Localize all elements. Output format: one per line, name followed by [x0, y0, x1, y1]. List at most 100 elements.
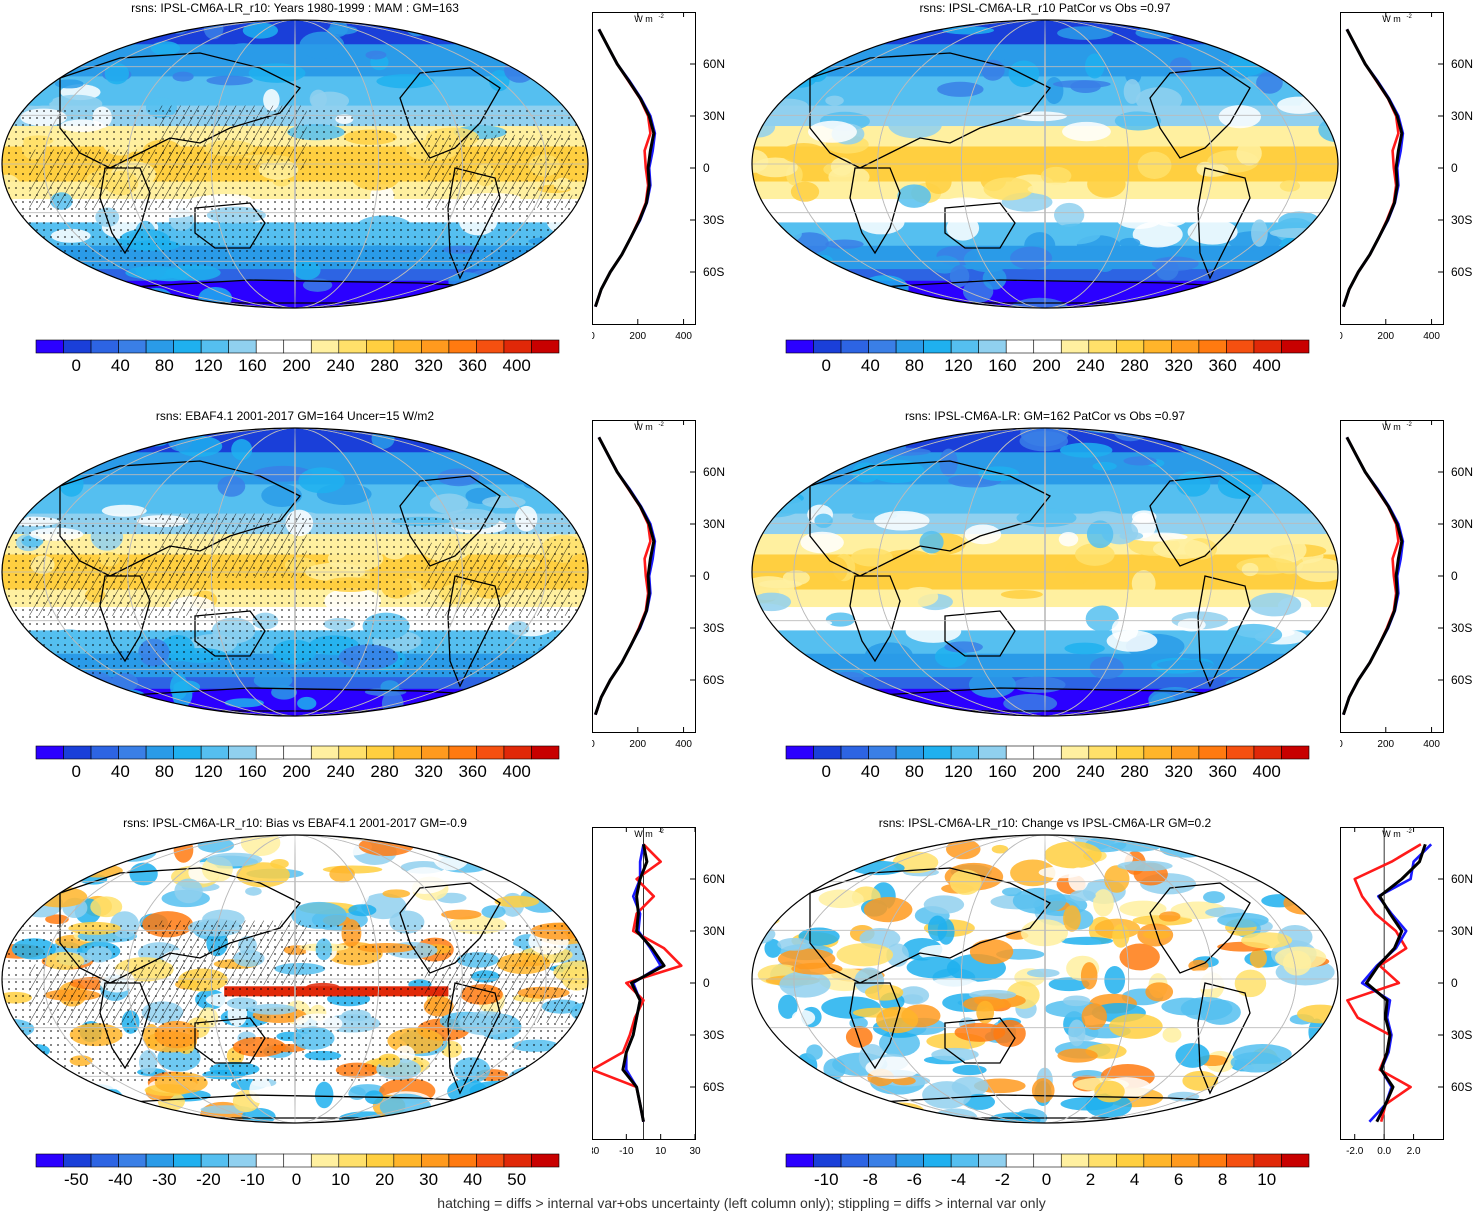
lat-tick-label: 60N — [1451, 57, 1473, 71]
field-blotch — [119, 835, 158, 846]
field-blotch — [1012, 676, 1066, 693]
field-blotch — [1094, 1080, 1125, 1103]
field-blotch — [922, 1081, 972, 1109]
colorbar-swatch — [1226, 1153, 1255, 1168]
field-blotch — [231, 439, 253, 461]
meridian-line — [1044, 20, 1046, 308]
field-blotch — [482, 496, 526, 509]
colorbar-swatch — [145, 745, 174, 760]
field-blotch — [755, 223, 802, 245]
field-blotch — [752, 1100, 795, 1120]
colorbar-swatch — [35, 745, 64, 760]
colorbar-swatch — [840, 339, 869, 354]
lat-tick-label: 60N — [703, 465, 725, 479]
field-blotch — [448, 272, 485, 292]
field-blotch — [758, 579, 802, 589]
field-blotch — [507, 273, 542, 300]
lat-tick-label: 0 — [703, 161, 710, 175]
field-blotch — [95, 841, 131, 863]
colorbar-tick-label: 80 — [904, 762, 924, 781]
zonal-series-line — [1365, 843, 1427, 1123]
zonal-mean-plot: 60N 30N 0 30S 60S 0 200 400 W m -2 — [592, 12, 725, 342]
field-blotch — [969, 939, 1014, 965]
colorbar-tick-label: 360 — [458, 762, 487, 781]
zonal-series-line — [593, 28, 656, 308]
field-blotch — [224, 698, 264, 708]
panel-title: rsns: IPSL-CM6A-LR_r10: Change vs IPSL-C… — [878, 816, 1212, 830]
field-blotch — [1295, 872, 1320, 884]
field-blotch — [798, 845, 840, 868]
field-blotch — [1159, 840, 1211, 858]
latitude-band — [752, 269, 1338, 282]
value-tick-label: -30 — [592, 1146, 600, 1157]
value-tick-label: 400 — [1423, 331, 1440, 342]
coastline — [194, 610, 266, 657]
field-blotch — [919, 1115, 954, 1123]
field-blotch — [536, 1101, 557, 1123]
field-blotch — [1211, 835, 1235, 859]
field-blotch — [1251, 219, 1268, 247]
colorbar-swatch — [1253, 745, 1282, 760]
field-blotch — [1031, 1078, 1055, 1103]
field-blotch — [441, 909, 482, 920]
field-blotch — [754, 72, 793, 94]
zonal-units-exponent: -2 — [1407, 829, 1413, 835]
colorbar-swatch — [1226, 339, 1255, 354]
colorbar-tick-label: -2 — [994, 1170, 1011, 1189]
field-blotch — [61, 841, 120, 869]
field-blotch — [923, 895, 965, 914]
colorbar-swatch — [1088, 745, 1117, 760]
field-blotch — [1040, 166, 1072, 185]
zonal-units-exponent: -2 — [1407, 14, 1413, 20]
field-blotch — [1064, 642, 1105, 655]
colorbar-swatch — [393, 1153, 422, 1168]
field-blotch — [813, 428, 845, 453]
field-blotch — [1197, 838, 1229, 855]
field-blotch — [1222, 835, 1247, 862]
panel-title: rsns: IPSL-CM6A-LR_r10 PatCor vs Obs =0.… — [919, 1, 1171, 15]
field-blotch — [906, 956, 961, 979]
field-blotch — [1135, 87, 1183, 113]
field-blotch — [1114, 111, 1162, 131]
colorbar-swatch — [366, 745, 395, 760]
field-blotch — [1119, 531, 1144, 541]
field-blotch — [810, 1092, 860, 1120]
colorbar-swatch — [1281, 1153, 1310, 1168]
field-blotch — [888, 111, 942, 139]
field-blotch — [954, 1022, 1006, 1042]
colorbar-tick-label: 240 — [326, 762, 355, 781]
field-blotch — [125, 266, 184, 280]
colorbar-swatch — [923, 745, 952, 760]
colorbar-tick-label: 360 — [1208, 356, 1237, 375]
lat-tick-label: 60S — [1451, 673, 1472, 687]
coastline — [1197, 575, 1251, 688]
field-blotch — [524, 835, 557, 850]
field-blotch — [1182, 1070, 1218, 1091]
field-blotch — [1112, 924, 1130, 948]
coastline — [194, 202, 266, 249]
zonal-units: W m — [634, 829, 653, 839]
field-blotch — [40, 261, 89, 283]
field-blotch — [107, 32, 124, 46]
colorbar-tick-label: -10 — [240, 1170, 265, 1189]
field-blotch — [753, 1101, 797, 1118]
colorbar-swatch — [283, 745, 312, 760]
meridian-line — [127, 20, 463, 308]
world-map — [751, 427, 1339, 717]
field-blotch — [1234, 969, 1267, 998]
field-blotch — [1265, 276, 1285, 302]
colorbar-tick-label: -10 — [813, 1170, 839, 1189]
field-blotch — [17, 1114, 75, 1123]
field-blotch — [1089, 656, 1124, 680]
colorbar-swatch — [840, 745, 869, 760]
field-blotch — [825, 239, 864, 249]
field-blotch — [952, 1064, 987, 1076]
coastline — [99, 575, 151, 663]
field-blotch — [348, 1086, 366, 1100]
colorbar-swatch — [90, 339, 119, 354]
field-blotch — [33, 1064, 56, 1079]
field-blotch — [21, 92, 53, 106]
coastline — [1149, 475, 1251, 567]
field-blotch — [836, 943, 894, 967]
zonal-mean-plot: 60N 30N 0 30S 60S -2.0 0.0 2.0 W m -2 — [1340, 827, 1473, 1157]
